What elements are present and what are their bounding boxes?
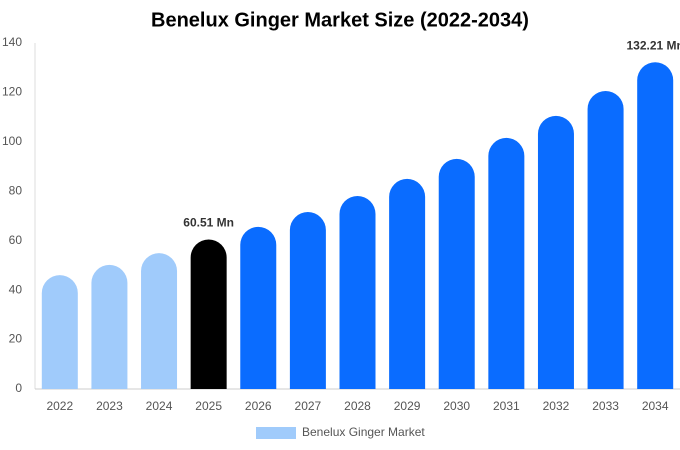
legend-swatch [256, 427, 296, 439]
y-tick-label: 60 [9, 233, 23, 247]
x-tick-label: 2024 [146, 399, 173, 413]
bar [488, 137, 525, 389]
legend-label: Benelux Ginger Market [302, 425, 425, 439]
data-label: 132.21 Mn [627, 38, 680, 52]
x-tick-label: 2029 [394, 399, 421, 413]
y-tick-label: 40 [9, 282, 23, 296]
y-tick-label: 100 [2, 134, 22, 148]
x-tick-label: 2026 [245, 399, 272, 413]
bar [637, 62, 674, 390]
y-tick-label: 20 [9, 332, 23, 346]
y-tick-label: 140 [2, 35, 22, 49]
bar [438, 158, 475, 389]
y-tick-label: 0 [15, 381, 22, 395]
y-tick-label: 120 [2, 85, 22, 99]
bar [537, 115, 574, 389]
x-tick-label: 2034 [642, 399, 669, 413]
x-tick-label: 2033 [592, 399, 619, 413]
x-tick-label: 2031 [493, 399, 520, 413]
chart-title: Benelux Ginger Market Size (2022-2034) [151, 9, 529, 31]
x-tick-label: 2027 [295, 399, 322, 413]
x-tick-label: 2030 [443, 399, 470, 413]
x-tick-label: 2022 [46, 399, 73, 413]
bar [389, 178, 426, 389]
bar [41, 275, 78, 389]
data-label: 60.51 Mn [183, 216, 234, 230]
y-tick-label: 80 [9, 183, 23, 197]
x-tick-label: 2025 [195, 399, 222, 413]
bar [339, 195, 376, 389]
bar [289, 212, 326, 389]
x-tick-label: 2032 [543, 399, 570, 413]
bar [587, 90, 624, 390]
bar [141, 253, 178, 389]
x-tick-label: 2023 [96, 399, 123, 413]
bar [190, 239, 227, 389]
bar [240, 226, 277, 389]
x-tick-label: 2028 [344, 399, 371, 413]
bar [91, 264, 128, 389]
